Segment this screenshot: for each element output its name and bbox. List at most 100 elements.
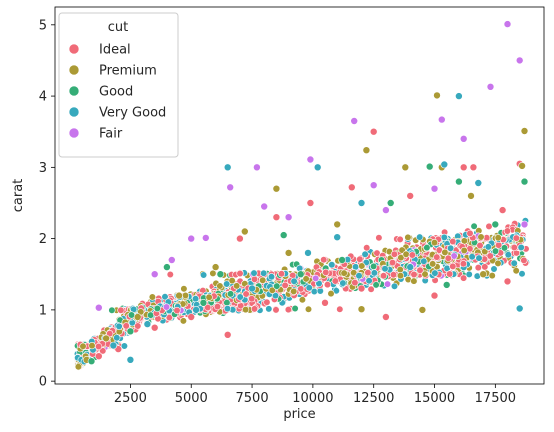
data-point-premium: [520, 127, 529, 135]
data-point-premium: [102, 334, 110, 343]
data-point-premium: [397, 254, 405, 262]
data-point-ideal: [460, 274, 468, 282]
data-point-ideal: [364, 269, 372, 277]
data-point-fair: [520, 220, 529, 229]
data-point-ideal: [503, 227, 512, 235]
data-point-fair: [437, 115, 446, 124]
data-point-ideal: [347, 183, 356, 192]
data-point-ideal: [277, 270, 286, 278]
data-point-fair: [350, 117, 359, 125]
x-tick-label: 10000: [292, 391, 333, 406]
data-point-premium: [441, 248, 449, 256]
data-point-very-good: [381, 265, 389, 273]
data-point-good: [372, 281, 380, 289]
data-point-fair: [226, 183, 234, 192]
x-axis-label: price: [283, 407, 315, 422]
data-point-ideal: [166, 270, 174, 279]
data-point-ideal: [331, 277, 339, 285]
data-point-premium: [88, 342, 96, 350]
data-point-premium: [74, 363, 82, 371]
data-point-ideal: [236, 234, 244, 243]
plot-frame: [54, 6, 545, 385]
data-point-premium: [402, 250, 410, 258]
data-point-premium: [272, 184, 281, 193]
y-tick-label: 2: [39, 232, 47, 247]
data-point-very-good: [223, 305, 232, 313]
data-point-very-good: [339, 279, 347, 287]
data-point-ideal: [236, 269, 244, 278]
data-point-premium: [181, 291, 190, 300]
legend-label: Fair: [99, 127, 123, 142]
data-point-good: [425, 162, 434, 171]
data-point-ideal: [466, 229, 474, 237]
data-point-fair: [260, 202, 269, 211]
data-point-ideal: [99, 347, 107, 355]
data-point-ideal: [408, 251, 416, 259]
data-point-premium: [259, 276, 267, 284]
data-point-fair: [162, 303, 171, 311]
data-point-very-good: [313, 163, 322, 172]
data-point-fair: [382, 206, 390, 214]
data-point-premium: [298, 296, 307, 304]
data-point-very-good: [355, 272, 363, 280]
data-point-very-good: [447, 244, 455, 252]
data-point-premium: [302, 275, 310, 283]
data-point-premium: [290, 287, 298, 296]
data-point-ideal: [498, 206, 507, 214]
data-point-ideal: [306, 199, 315, 207]
data-point-premium: [357, 305, 366, 314]
data-point-ideal: [388, 259, 397, 267]
data-point-very-good: [490, 265, 498, 273]
data-point-premium: [494, 259, 502, 268]
data-point-ideal: [474, 264, 482, 272]
data-point-ideal: [485, 222, 493, 230]
legend-marker: [68, 127, 80, 139]
data-point-ideal: [459, 260, 468, 268]
data-point-good: [199, 298, 208, 307]
data-point-premium: [410, 277, 418, 285]
data-point-fair: [202, 234, 210, 242]
data-point-premium: [340, 269, 348, 277]
data-point-premium: [79, 342, 87, 350]
data-point-very-good: [431, 269, 439, 277]
data-point-good: [520, 177, 529, 186]
data-point-premium: [460, 246, 468, 255]
data-point-good: [370, 262, 378, 271]
data-point-ideal: [223, 330, 232, 339]
data-point-very-good: [267, 273, 276, 281]
data-point-very-good: [248, 284, 256, 293]
data-point-very-good: [126, 355, 135, 364]
data-point-very-good: [161, 293, 169, 301]
data-point-fair: [486, 83, 495, 91]
data-point-ideal: [433, 253, 441, 261]
data-point-ideal: [213, 303, 222, 311]
data-point-very-good: [484, 243, 492, 251]
data-point-ideal: [382, 313, 390, 321]
data-point-ideal: [281, 281, 289, 290]
x-tick-label: 12500: [353, 391, 394, 406]
data-point-very-good: [420, 257, 428, 265]
data-point-good: [126, 327, 135, 336]
data-point-good: [386, 199, 395, 207]
data-point-ideal: [410, 270, 418, 279]
data-point-very-good: [115, 322, 123, 331]
data-point-very-good: [465, 270, 473, 279]
data-point-ideal: [351, 279, 359, 287]
data-point-very-good: [192, 295, 200, 303]
legend-label: Ideal: [99, 43, 131, 58]
data-point-ideal: [248, 295, 256, 303]
data-point-ideal: [481, 263, 489, 271]
data-point-very-good: [250, 269, 258, 277]
data-point-fair: [150, 270, 159, 279]
data-point-ideal: [320, 256, 328, 264]
data-point-very-good: [361, 250, 369, 258]
data-point-ideal: [375, 234, 383, 242]
data-point-ideal: [512, 234, 520, 242]
data-point-premium: [479, 270, 488, 279]
data-point-ideal: [356, 255, 364, 263]
legend-label: Very Good: [99, 106, 166, 121]
data-point-very-good: [365, 277, 373, 285]
data-point-good: [442, 281, 451, 289]
y-tick-label: 0: [39, 375, 47, 390]
data-point-very-good: [517, 243, 525, 252]
